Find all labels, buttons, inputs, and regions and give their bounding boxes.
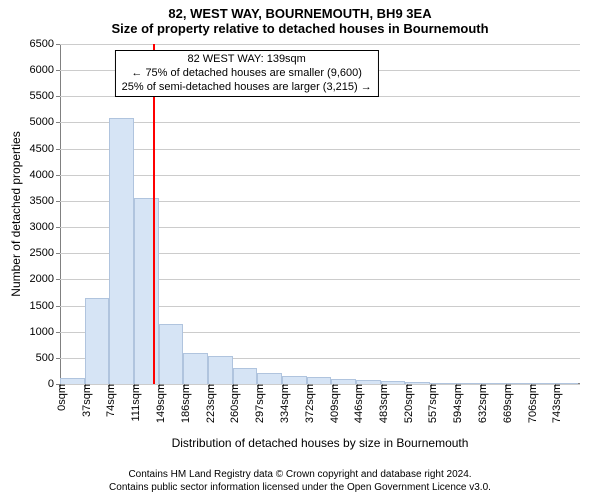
ytick-label: 4000	[30, 169, 60, 181]
xtick-label: 37sqm	[77, 384, 93, 417]
ytick-label: 2000	[30, 273, 60, 285]
ytick-label: 6500	[30, 38, 60, 50]
ytick-label: 500	[36, 352, 60, 364]
annotation-line3: 25% of semi-detached houses are larger (…	[122, 81, 372, 95]
plot-area: 0500100015002000250030003500400045005000…	[60, 44, 580, 384]
xtick-label: 111sqm	[126, 384, 142, 422]
chart-titles: 82, WEST WAY, BOURNEMOUTH, BH9 3EA Size …	[0, 6, 600, 36]
histogram-bar	[85, 298, 110, 384]
xtick-label: 557sqm	[423, 384, 439, 423]
histogram-bar	[257, 373, 282, 384]
xtick-label: 743sqm	[547, 384, 563, 423]
xtick-label: 149sqm	[151, 384, 167, 423]
chart-title-line2: Size of property relative to detached ho…	[0, 21, 600, 36]
xtick-label: 669sqm	[498, 384, 514, 423]
footer-line1: Contains HM Land Registry data © Crown c…	[0, 468, 600, 481]
ytick-label: 3000	[30, 221, 60, 233]
gridline	[60, 175, 580, 176]
xtick-label: 334sqm	[275, 384, 291, 423]
annotation-line2: ← 75% of detached houses are smaller (9,…	[122, 67, 372, 81]
histogram-bar	[233, 368, 258, 384]
ytick-label: 1500	[30, 300, 60, 312]
xtick-label: 446sqm	[349, 384, 365, 423]
xtick-label: 372sqm	[300, 384, 316, 423]
gridline	[60, 122, 580, 123]
y-axis-line	[60, 44, 61, 384]
ytick-label: 5000	[30, 116, 60, 128]
xtick-label: 594sqm	[448, 384, 464, 423]
xtick-label: 409sqm	[325, 384, 341, 423]
footer-line2: Contains public sector information licen…	[0, 481, 600, 494]
xtick-label: 223sqm	[201, 384, 217, 423]
histogram-bar	[183, 353, 208, 384]
histogram-bar	[282, 376, 307, 384]
histogram-bar	[307, 377, 332, 384]
annotation-box: 82 WEST WAY: 139sqm ← 75% of detached ho…	[115, 50, 379, 97]
xtick-label: 520sqm	[399, 384, 415, 423]
gridline	[60, 44, 580, 45]
gridline	[60, 149, 580, 150]
chart-container: 82, WEST WAY, BOURNEMOUTH, BH9 3EA Size …	[0, 0, 600, 500]
histogram-bar	[109, 118, 134, 384]
x-axis-label: Distribution of detached houses by size …	[172, 436, 469, 450]
xtick-label: 297sqm	[250, 384, 266, 423]
histogram-bar	[134, 198, 159, 384]
ytick-label: 2500	[30, 247, 60, 259]
xtick-label: 186sqm	[176, 384, 192, 423]
xtick-label: 706sqm	[523, 384, 539, 423]
ytick-label: 5500	[30, 90, 60, 102]
histogram-bar	[159, 324, 184, 384]
histogram-bar	[208, 356, 233, 384]
xtick-label: 0sqm	[52, 384, 68, 411]
ytick-label: 4500	[30, 143, 60, 155]
chart-footer: Contains HM Land Registry data © Crown c…	[0, 468, 600, 494]
ytick-label: 6000	[30, 64, 60, 76]
chart-title-line1: 82, WEST WAY, BOURNEMOUTH, BH9 3EA	[0, 6, 600, 21]
annotation-line1: 82 WEST WAY: 139sqm	[122, 53, 372, 67]
xtick-label: 74sqm	[101, 384, 117, 417]
y-axis-label: Number of detached properties	[9, 131, 23, 296]
xtick-label: 632sqm	[473, 384, 489, 423]
xtick-label: 483sqm	[374, 384, 390, 423]
ytick-label: 3500	[30, 195, 60, 207]
xtick-label: 260sqm	[225, 384, 241, 423]
ytick-label: 1000	[30, 326, 60, 338]
